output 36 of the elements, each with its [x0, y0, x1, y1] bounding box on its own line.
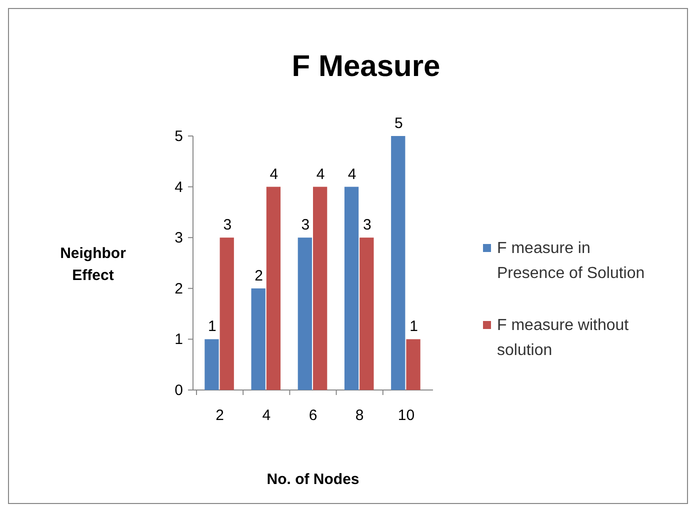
data-label: 4 — [270, 166, 278, 183]
chart-title: F Measure — [292, 50, 440, 83]
bar — [266, 186, 281, 390]
y-tick-label: 2 — [174, 280, 183, 298]
bar — [204, 339, 219, 390]
data-label: 3 — [363, 216, 372, 234]
x-axis-title: No. of Nodes — [266, 471, 360, 488]
y-axis-title: Neighbor Effect — [60, 245, 126, 284]
y-tick-label: 4 — [174, 178, 183, 196]
data-label: 4 — [316, 166, 325, 183]
bar — [406, 339, 420, 390]
data-label: 5 — [394, 115, 403, 132]
x-tick-label: 2 — [216, 407, 224, 424]
data-label: 3 — [223, 216, 232, 234]
x-tick-label: 6 — [308, 407, 318, 424]
y-tick-label: 5 — [174, 128, 183, 145]
x-tick-label: 4 — [262, 407, 271, 424]
data-label: 2 — [254, 267, 263, 284]
bar — [220, 238, 234, 390]
legend-label: F measure without solution — [497, 317, 630, 359]
data-label: 1 — [410, 318, 418, 336]
bar — [251, 288, 266, 390]
bar — [344, 186, 359, 390]
y-tick-label: 0 — [174, 382, 183, 399]
data-label: 1 — [208, 318, 216, 336]
data-label: 3 — [301, 216, 310, 234]
bar — [313, 186, 328, 390]
data-label: 4 — [348, 166, 356, 183]
y-tick-label: 1 — [174, 331, 183, 348]
bar — [298, 238, 312, 390]
bar — [391, 136, 406, 390]
x-tick-label: 8 — [355, 407, 364, 424]
legend-label: F measure in Presence of Solution — [497, 240, 645, 282]
bar — [360, 238, 374, 390]
y-tick-label: 3 — [174, 230, 183, 247]
x-tick-label: 10 — [398, 407, 415, 424]
